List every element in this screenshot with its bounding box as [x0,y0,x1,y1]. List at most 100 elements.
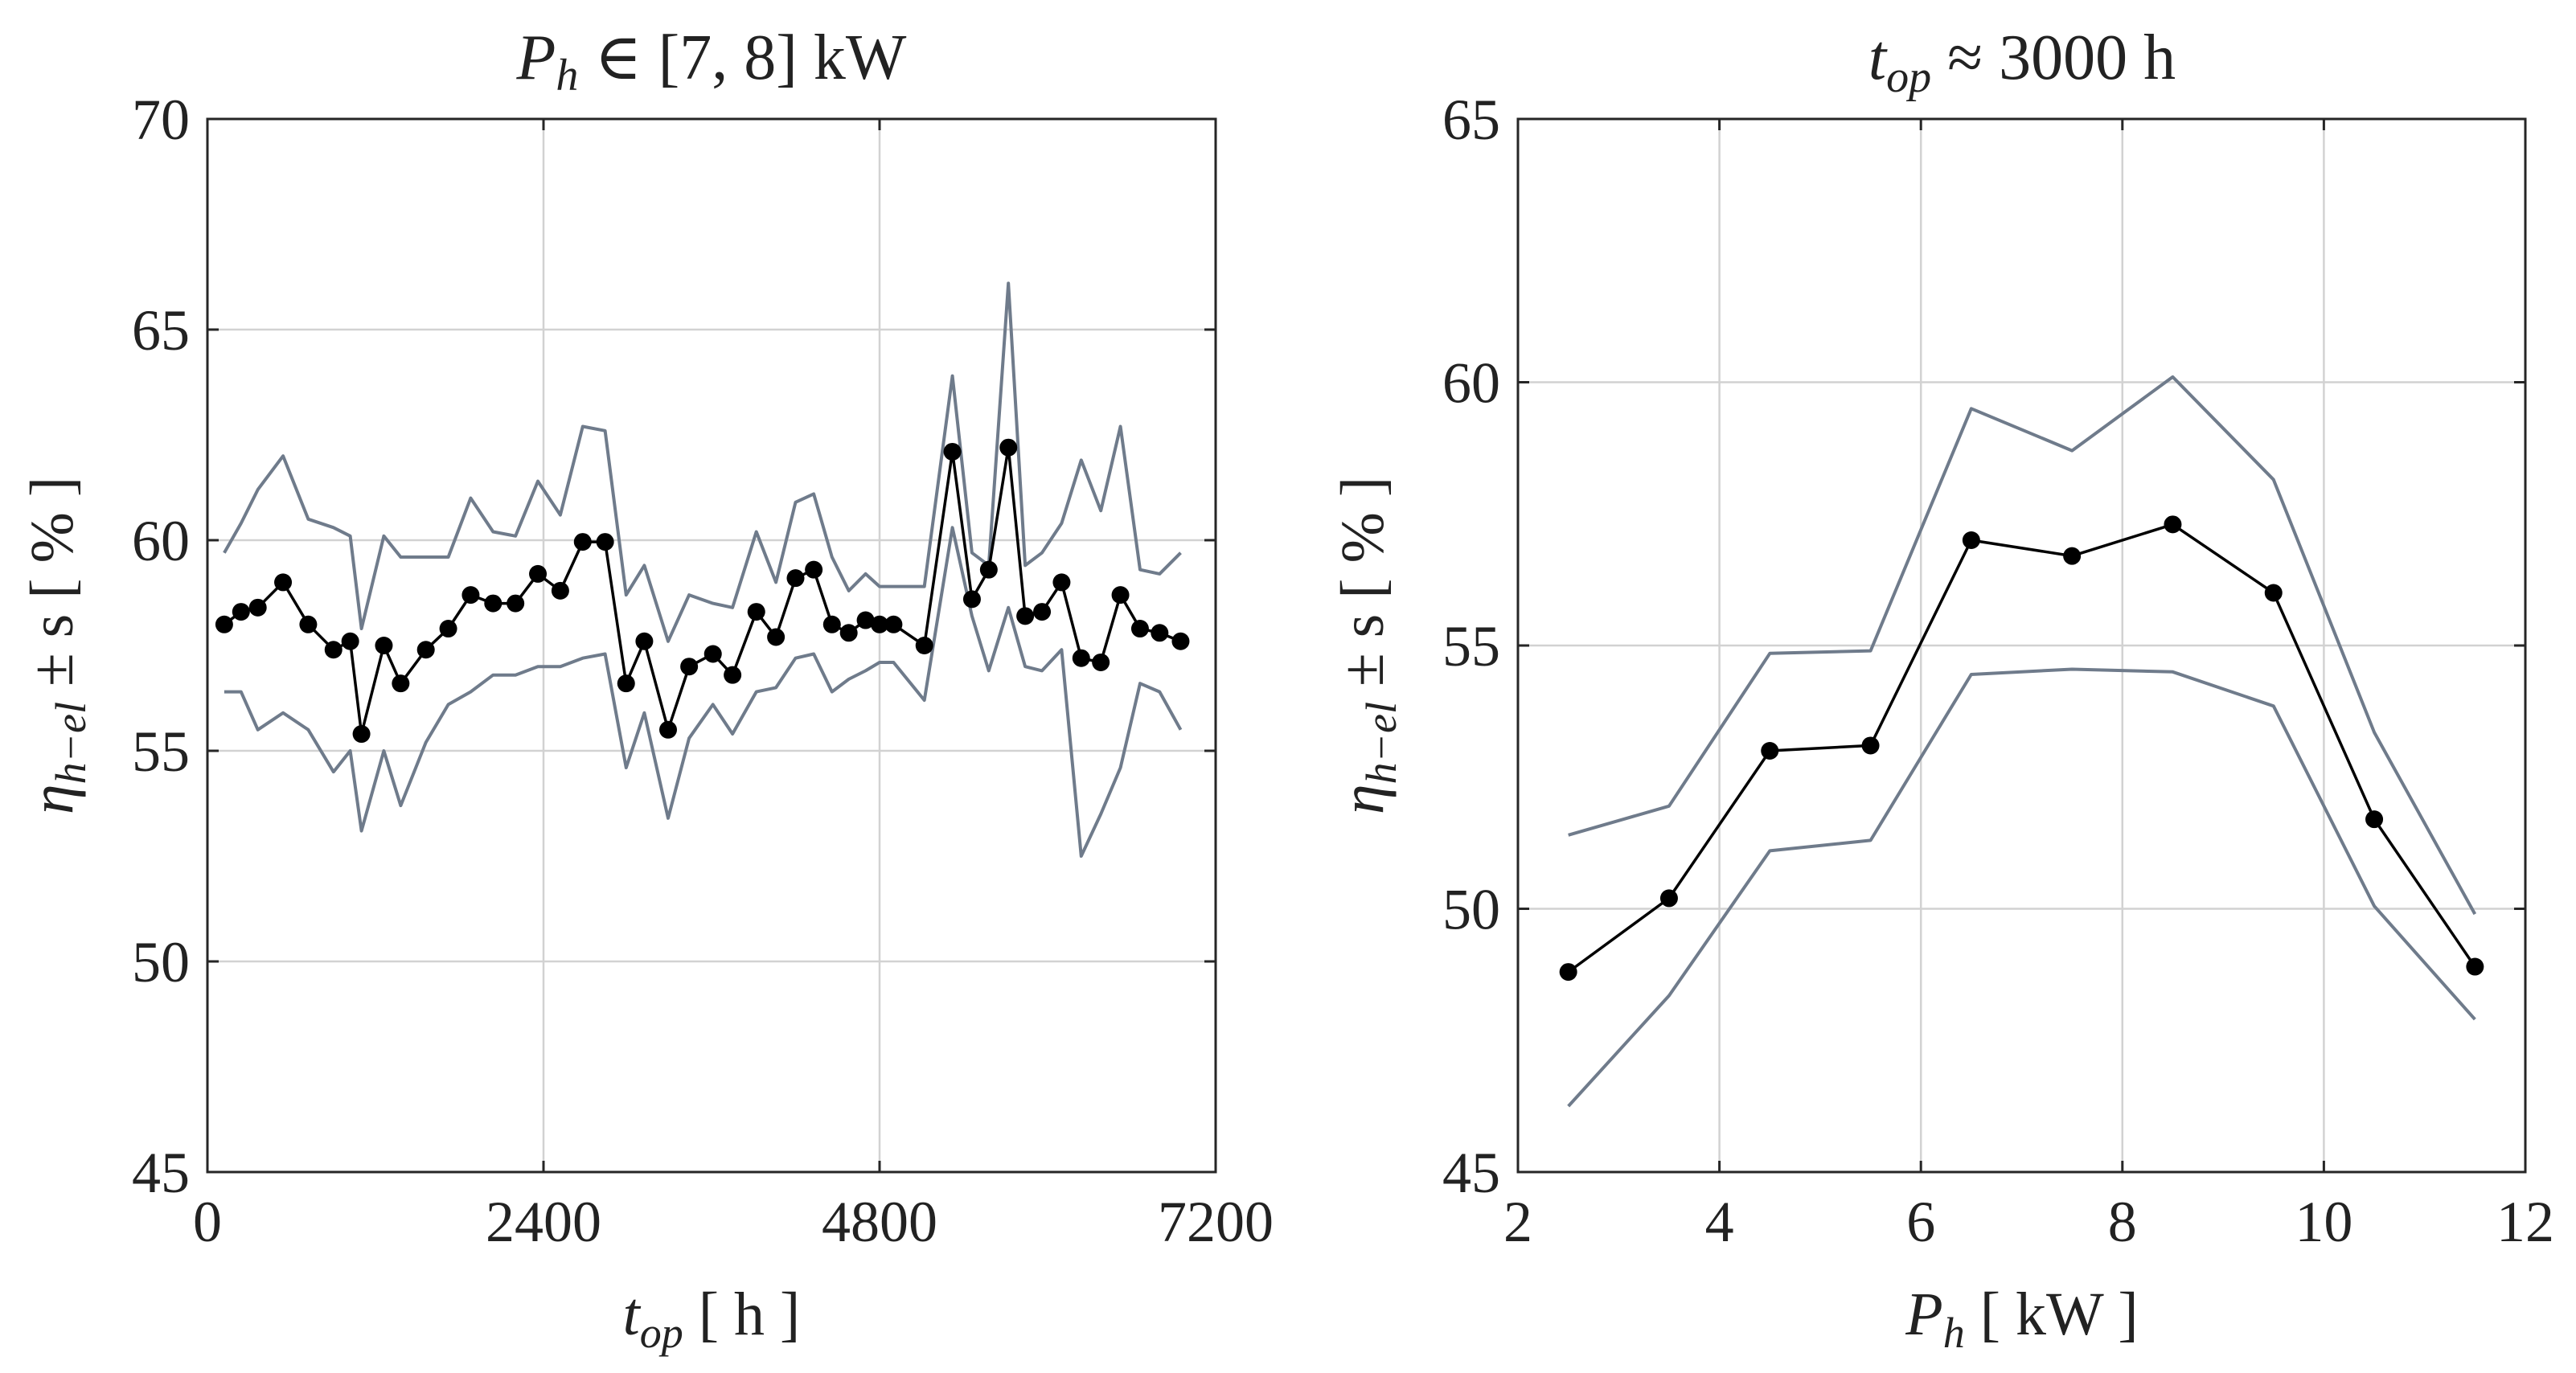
left-mean-point [871,615,888,633]
left-mean-point [943,442,962,461]
left-mean-point [1092,653,1110,671]
left-mean-point [724,666,742,684]
right-y-tick-label: 55 [1442,614,1500,678]
left-mean-point [416,641,435,659]
right-mean-point [1962,531,1980,549]
left-mean-point [822,615,841,633]
left-mean-point [962,590,981,609]
left-mean-point [767,628,786,646]
right-mean-point [2063,547,2082,565]
right-y-axis-label: ηh−el ± s [ % ] [1329,477,1405,814]
left-mean-point [529,564,548,583]
right-mean-point [1761,742,1779,760]
left-mean-point [805,560,823,579]
left-tick-labels: 0 2400 4800 7200 45 50 55 60 65 70 [132,88,1274,1254]
left-mean-point [703,645,722,663]
left-mean-point [1171,632,1190,650]
right-y-tick-label: 60 [1442,351,1500,416]
left-x-tick-label: 0 [193,1190,222,1254]
right-x-tick-label: 10 [2295,1190,2352,1254]
right-mean-point [2365,810,2384,829]
left-x-axis-label: top [ h ] [623,1281,801,1357]
right-grid [1518,119,2525,1172]
left-mean-point [375,637,393,654]
left-mean-point [617,674,635,693]
left-mean-point [324,641,343,659]
right-mean-line [1567,523,2476,973]
right-upper-bound-line [1568,375,2477,916]
left-y-tick-label: 50 [132,930,190,994]
right-tick-labels: 2 4 6 8 10 12 45 50 55 60 65 [1442,88,2554,1254]
right-mean-point [1659,889,1678,908]
left-mean-point [507,594,525,613]
left-y-tick-label: 60 [132,509,190,573]
left-mean-point [1033,603,1052,621]
left-mean-point [786,569,805,588]
right-y-tick-label: 65 [1442,88,1500,152]
left-mean-point [1016,607,1035,625]
left-mean-point [999,438,1018,457]
left-lower-bound-line [224,526,1183,858]
left-plot-area [206,117,1217,1174]
left-x-tick-label: 7200 [1158,1190,1274,1254]
right-x-tick-label: 12 [2496,1190,2554,1254]
right-x-tick-label: 4 [1705,1190,1734,1254]
left-mean-point [461,586,480,605]
left-mean-point [274,573,293,592]
left-mean-point [248,598,267,617]
right-mean-point [2466,957,2484,976]
right-tick-marks [1516,117,2527,1174]
left-tick-marks [206,117,1217,1174]
left-mean-point [392,674,410,693]
left-y-tick-label: 70 [132,88,190,152]
right-mean-point [1559,963,1577,982]
left-mean-point [1072,649,1090,667]
left-mean-point [596,533,614,551]
right-x-tick-label: 6 [1906,1190,1935,1254]
left-mean-point [215,615,233,633]
right-mean-points [1559,515,2484,982]
right-lower-bound-line [1567,667,2476,1108]
left-mean-point [1111,586,1130,605]
left-mean-point [232,603,250,621]
left-mean-point [839,624,858,642]
left-y-tick-label: 65 [132,298,190,363]
right-x-tick-label: 2 [1503,1190,1532,1254]
left-grid [207,119,1216,1172]
right-mean-point [1861,736,1880,755]
right-mean-point [2264,584,2283,602]
left-mean-point [341,632,359,650]
left-mean-point [680,658,699,676]
left-mean-point [573,533,592,551]
right-x-tick-label: 8 [2108,1190,2137,1254]
left-mean-point [484,594,502,613]
left-x-tick-label: 4800 [822,1190,937,1254]
left-mean-point [856,611,875,629]
left-y-axis-label: ηh−el ± s [ % ] [18,477,95,814]
left-mean-points [215,438,1190,744]
left-y-tick-label: 55 [132,719,190,784]
left-mean-point [551,581,569,600]
left-mean-point [915,637,933,654]
right-series [1567,375,2477,1108]
left-upper-bound-line [223,281,1182,643]
left-mean-point [299,615,318,633]
left-mean-point [1151,624,1169,642]
right-chart: 2 4 6 8 10 12 45 50 55 60 65 top ≈ 3000 h Ph [ kW … [1329,23,2554,1357]
right-chart-title: top ≈ 3000 h [1868,23,2176,102]
left-mean-point [884,615,903,633]
left-mean-point [747,603,765,621]
left-mean-point [659,720,678,739]
left-x-tick-label: 2400 [486,1190,601,1254]
left-mean-point [979,560,998,579]
left-chart-title: Ph ∈ [7, 8] kW [516,23,907,100]
left-mean-point [635,632,654,650]
left-mean-point [439,620,457,638]
right-x-axis-label: Ph [ kW ] [1905,1281,2138,1357]
left-chart: 0 2400 4800 7200 45 50 55 60 65 70 Ph ∈ [7, 8] kW… [18,23,1274,1357]
right-y-tick-label: 45 [1442,1141,1500,1205]
left-mean-point [1052,573,1071,592]
left-mean-point [352,725,371,744]
right-mean-point [2164,515,2182,534]
